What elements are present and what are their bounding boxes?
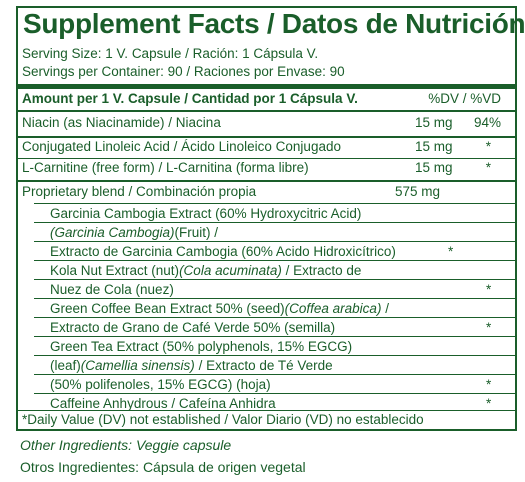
blend-ingredient-text: (Garcinia Cambogia)(Fruit) / — [50, 225, 218, 240]
ingredient-text-part: / Extracto de Té Verde — [194, 358, 333, 373]
ingredient-text-part: Kola Nut Extract (nut) — [50, 263, 180, 278]
ingredient-text-part: (Fruit) / — [174, 225, 219, 240]
nutrient-name: Niacin (as Niacinamide) / Niacina — [22, 115, 221, 130]
blend-ingredient-text: Caffeine Anhydrous / Cafeína Anhidra — [50, 396, 276, 411]
dv-header: %DV / %VD — [428, 91, 501, 106]
dv-not-established-mark: * — [486, 377, 492, 392]
ingredient-text-part: Caffeine Anhydrous / Cafeína Anhidra — [50, 396, 276, 411]
row-divider — [18, 136, 515, 138]
blend-ingredient-row: (50% polifenoles, 15% EGCG) (hoja) * — [34, 374, 515, 395]
nutrient-dv: * — [485, 160, 491, 175]
ingredient-text-part: Garcinia Cambogia Extract (60% Hydroxyci… — [50, 206, 362, 221]
latin-name: (Camellia sinensis) — [80, 358, 195, 373]
blend-amount: 575 mg — [395, 184, 441, 199]
servings-per-container: Servings per Container: 90 / Raciones po… — [22, 64, 345, 79]
ingredient-text-part: (leaf) — [50, 358, 81, 373]
ingredient-text-part: (50% polifenoles, 15% EGCG) (hoja) — [50, 377, 271, 392]
blend-ingredient-text: (50% polifenoles, 15% EGCG) (hoja) — [50, 377, 271, 392]
dv-not-established-mark: * — [486, 320, 492, 335]
ingredient-text-part: Green Tea Extract (50% polyphenols, 15% … — [50, 339, 353, 354]
ingredient-text-part: Extracto de Grano de Café Verde 50% (sem… — [50, 320, 336, 335]
supplement-facts-panel: Supplement Facts / Datos de Nutrición Se… — [16, 6, 525, 431]
nutrient-amount: 15 mg — [415, 115, 453, 130]
blend-ingredient-text: Extracto de Garcinia Cambogia (60% Acido… — [50, 244, 396, 259]
row-divider — [18, 180, 515, 182]
footnote: *Daily Value (DV) not established / Valo… — [22, 412, 424, 427]
blend-ingredient-row: Extracto de Grano de Café Verde 50% (sem… — [34, 317, 515, 338]
blend-ingredient-row: Green Tea Extract (50% polyphenols, 15% … — [34, 336, 515, 357]
header-divider — [18, 110, 515, 112]
nutrient-amount: 15 mg — [415, 139, 453, 154]
panel-title: Supplement Facts / Datos de Nutrición — [23, 8, 525, 39]
blend-ingredient-row: Extracto de Garcinia Cambogia (60% Acido… — [34, 241, 515, 262]
thick-divider — [18, 84, 515, 89]
latin-name: (Coffea arabica) — [284, 301, 382, 316]
blend-ingredient-row: Caffeine Anhydrous / Cafeína Anhidra * — [34, 393, 515, 414]
nutrient-name: L-Carnitine (free form) / L-Carnitina (f… — [22, 160, 309, 175]
latin-name: (Cola acuminata) — [179, 263, 282, 278]
blend-ingredient-text: Nuez de Cola (nuez) — [50, 282, 174, 297]
ingredient-text-part: Green Coffee Bean Extract 50% (seed) — [50, 301, 285, 316]
blend-ingredient-row: Kola Nut Extract (nut)(Cola acuminata) /… — [34, 260, 515, 281]
other-ingredients-en: Other Ingredients: Veggie capsule — [20, 437, 232, 453]
nutrient-row: L-Carnitine (free form) / L-Carnitina (f… — [18, 159, 515, 179]
blend-ingredient-text: Garcinia Cambogia Extract (60% Hydroxyci… — [50, 206, 361, 221]
ingredient-text-part: / Extracto de — [281, 263, 362, 278]
serving-size: Serving Size: 1 V. Capsule / Ración: 1 C… — [22, 46, 319, 61]
blend-ingredient-text: (leaf)(Camellia sinensis) / Extracto de … — [50, 358, 333, 373]
dv-not-established-mark: * — [486, 282, 492, 297]
blend-ingredient-row: Garcinia Cambogia Extract (60% Hydroxyci… — [34, 203, 515, 224]
nutrient-amount: 15 mg — [415, 160, 453, 175]
dv-not-established-mark: * — [486, 396, 492, 411]
nutrient-name: Conjugated Linoleic Acid / Ácido Linolei… — [22, 139, 341, 154]
blend-ingredient-text: Green Tea Extract (50% polyphenols, 15% … — [50, 339, 352, 354]
amount-header: Amount per 1 V. Capsule / Cantidad por 1… — [22, 91, 358, 106]
blend-ingredient-row: Nuez de Cola (nuez) * — [34, 279, 515, 300]
other-ingredients-es: Otros Ingredientes: Cápsula de origen ve… — [20, 459, 306, 475]
blend-ingredient-row: (Garcinia Cambogia)(Fruit) / — [34, 222, 515, 243]
footnote-divider — [18, 410, 515, 411]
blend-name: Proprietary blend / Combinación propia — [22, 184, 257, 199]
nutrient-row: Niacin (as Niacinamide) / Niacina 15 mg … — [18, 114, 515, 134]
nutrient-row: Conjugated Linoleic Acid / Ácido Linolei… — [18, 138, 515, 158]
blend-ingredient-row: (leaf)(Camellia sinensis) / Extracto de … — [34, 355, 515, 376]
nutrient-dv: * — [485, 139, 491, 154]
blend-row: Proprietary blend / Combinación propia 5… — [18, 183, 515, 203]
blend-ingredient-row: Green Coffee Bean Extract 50% (seed)(Cof… — [34, 298, 515, 319]
ingredient-text-part: Extracto de Garcinia Cambogia (60% Acido… — [50, 244, 396, 259]
ingredient-text-part: / — [381, 301, 389, 316]
blend-ingredient-text: Kola Nut Extract (nut)(Cola acuminata) /… — [50, 263, 361, 278]
blend-ingredient-text: Extracto de Grano de Café Verde 50% (sem… — [50, 320, 335, 335]
blend-ingredient-text: Green Coffee Bean Extract 50% (seed)(Cof… — [50, 301, 389, 316]
dv-not-established-mark: * — [448, 244, 454, 259]
ingredient-text-part: Nuez de Cola (nuez) — [50, 282, 174, 297]
row-divider — [18, 158, 515, 159]
latin-name: (Garcinia Cambogia) — [50, 225, 175, 240]
nutrient-dv: 94% — [473, 115, 501, 130]
